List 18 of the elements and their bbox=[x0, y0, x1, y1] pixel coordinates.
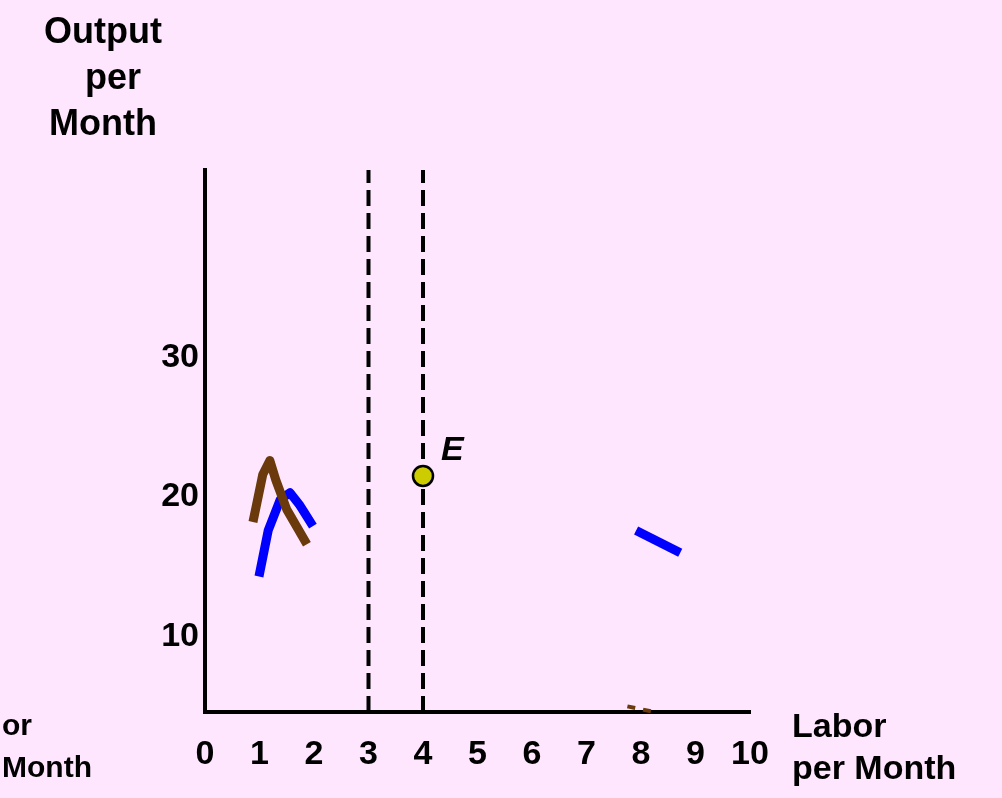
annotation: E bbox=[441, 429, 465, 468]
x-tick-label: 3 bbox=[359, 732, 378, 771]
x-tick-label: 7 bbox=[577, 732, 596, 771]
text: or Month bbox=[2, 707, 92, 785]
x-tick-label: 9 bbox=[686, 732, 705, 771]
y-tick-label: 30 bbox=[161, 335, 199, 374]
x-tick-label: 1 bbox=[250, 732, 269, 771]
y-axis-title: Output per Month bbox=[43, 9, 163, 145]
x-tick-label: 10 bbox=[731, 732, 769, 771]
x-tick-label: 5 bbox=[468, 732, 487, 771]
y-tick-label: 20 bbox=[161, 475, 199, 514]
y-tick-label: 10 bbox=[161, 614, 199, 653]
x-tick-label: 4 bbox=[413, 732, 433, 771]
x-tick-label: 2 bbox=[304, 732, 324, 771]
x-tick-label: 6 bbox=[522, 732, 542, 771]
x-tick-label: 8 bbox=[631, 732, 651, 771]
x-tick-label: 0 bbox=[195, 732, 215, 771]
x-axis-title: Labor per Month bbox=[792, 705, 957, 788]
